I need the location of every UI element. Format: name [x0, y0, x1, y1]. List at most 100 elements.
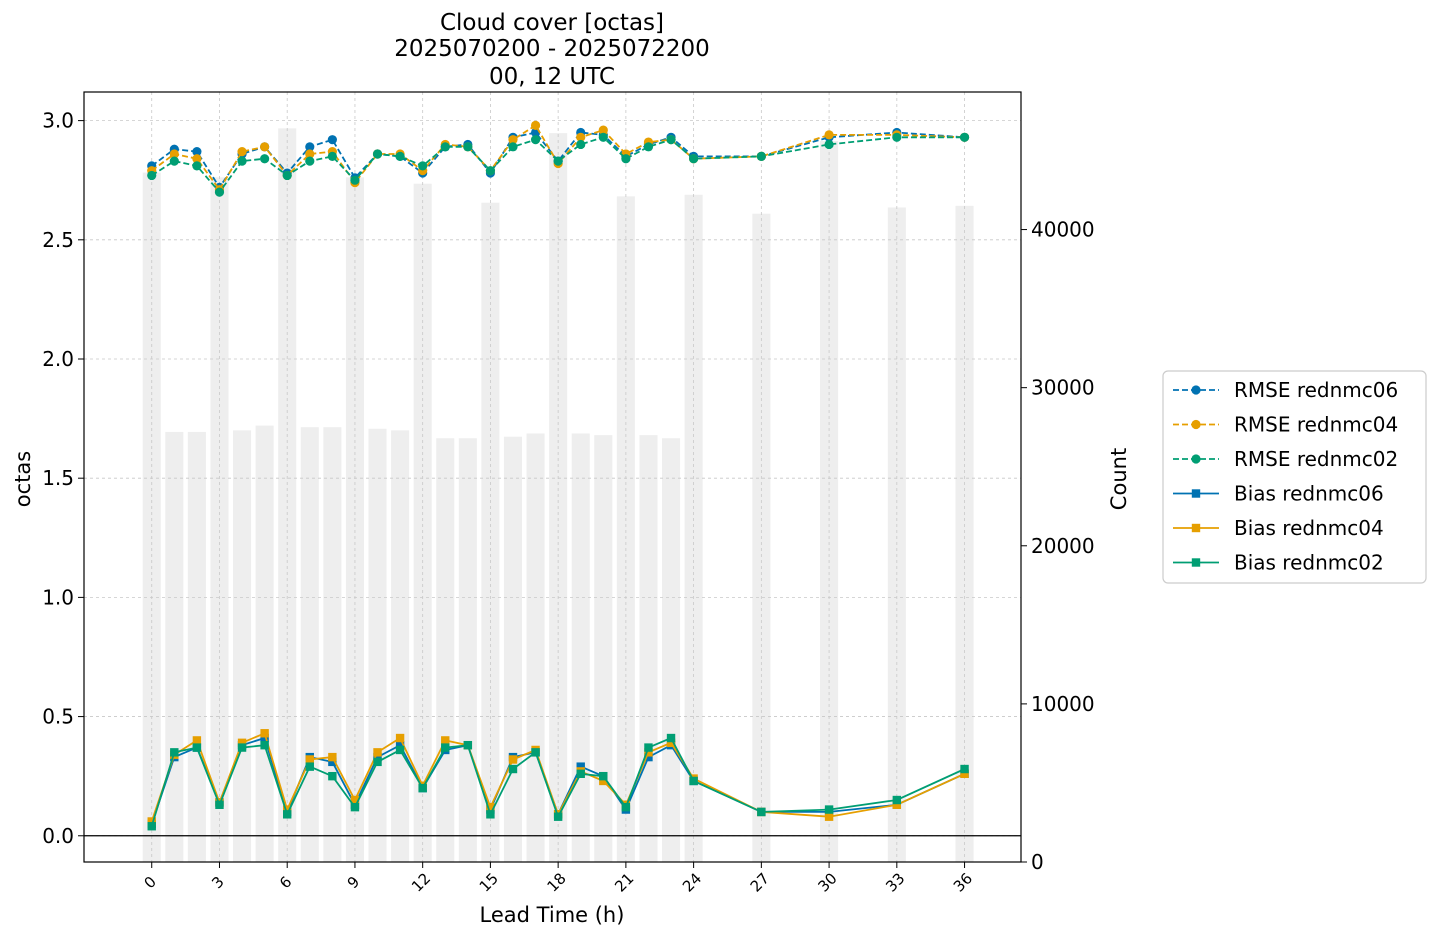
count-bar: [594, 435, 613, 862]
count-bar: [526, 433, 545, 862]
x-tick-label: 30: [814, 869, 840, 895]
data-point: [328, 757, 337, 767]
count-bar: [187, 431, 206, 862]
count-bar: [300, 427, 319, 862]
data-point: [327, 135, 337, 145]
count-bar: [639, 435, 658, 862]
legend-marker: [1191, 489, 1201, 498]
x-tick-label: 12: [408, 869, 434, 895]
data-point: [441, 743, 450, 752]
count-bar: [323, 427, 342, 862]
data-point: [192, 154, 202, 164]
data-point: [824, 805, 834, 814]
data-point: [350, 802, 360, 812]
data-point: [350, 175, 360, 185]
data-point: [260, 142, 270, 152]
data-series: [147, 120, 970, 831]
x-tick-label: 15: [476, 869, 502, 895]
x-tick-label: 27: [747, 869, 773, 895]
legend-marker: [1191, 523, 1201, 533]
count-bar: [955, 205, 974, 862]
series-bias-rednmc02: [147, 733, 969, 831]
count-bar: [391, 430, 410, 862]
x-tick-label: 36: [950, 869, 976, 895]
data-point: [305, 149, 315, 159]
series-rmse-rednmc02: [147, 132, 970, 197]
data-point: [508, 764, 518, 774]
data-point: [959, 132, 970, 142]
y2-tick-label: 30000: [1031, 376, 1095, 400]
legend-marker: [1191, 454, 1201, 464]
data-point: [486, 802, 495, 812]
data-point: [328, 771, 337, 781]
data-point: [598, 125, 608, 135]
data-point: [824, 812, 834, 821]
data-point: [395, 733, 405, 743]
x-tick-label: 3: [208, 873, 227, 892]
data-point: [598, 132, 608, 142]
count-bar: [503, 436, 523, 862]
data-point: [643, 142, 654, 152]
data-point: [237, 146, 247, 157]
chart-title-line-2: 2025070200 - 2025072200: [394, 36, 710, 62]
data-point: [531, 748, 540, 757]
data-point: [192, 743, 202, 752]
x-tick-label: 9: [344, 873, 363, 892]
data-point: [328, 752, 337, 762]
data-point: [599, 776, 608, 786]
data-point: [418, 783, 427, 793]
data-point: [373, 752, 382, 762]
x-tick-label: 21: [611, 869, 637, 895]
legend-entry: Bias rednmc04: [1173, 516, 1384, 540]
data-point: [892, 795, 902, 805]
y-tick-label: 2.5: [42, 228, 74, 252]
data-point: [327, 151, 337, 161]
data-point: [215, 800, 224, 809]
data-point: [395, 745, 405, 755]
legend-marker: [1191, 385, 1201, 395]
data-point: [170, 748, 179, 757]
legend-frame: [1162, 370, 1427, 584]
chart-title-line-1: Cloud cover [octas]: [440, 10, 664, 36]
grid-lines: [84, 92, 1021, 862]
data-point: [305, 142, 315, 152]
data-point: [260, 740, 269, 750]
data-point: [463, 142, 473, 152]
y2-tick-label: 10000: [1031, 692, 1095, 716]
data-point: [689, 154, 699, 164]
legend-marker: [1191, 558, 1201, 567]
legend-entry: Bias rednmc06: [1173, 482, 1384, 506]
y-tick-label: 1.0: [42, 585, 74, 609]
data-point: [621, 154, 631, 164]
y-axis-label: octas: [11, 451, 35, 507]
legend-label: RMSE rednmc02: [1234, 447, 1398, 471]
count-bar: [233, 430, 252, 862]
data-point: [441, 736, 450, 745]
data-point: [283, 810, 292, 819]
data-point: [372, 149, 383, 159]
data-point: [305, 755, 314, 764]
data-point: [440, 142, 450, 152]
data-point: [666, 738, 676, 748]
data-point: [169, 149, 179, 159]
x-tick-label: 24: [679, 869, 705, 895]
y2-axis-ticks: 0 10000 20000 30000 40000: [1021, 218, 1095, 874]
data-point: [192, 736, 202, 745]
y-tick-label: 2.0: [42, 347, 74, 371]
data-point: [192, 161, 202, 171]
data-point: [644, 743, 653, 752]
x-axis-label: Lead Time (h): [480, 903, 625, 927]
chart-title-line-3: 00, 12 UTC: [489, 64, 615, 90]
data-point: [192, 146, 202, 157]
data-point: [214, 187, 225, 197]
x-axis-ticks: 0 3 6 9 12 15 18 21 24 27 30 33 36: [140, 862, 976, 896]
data-point: [486, 810, 495, 819]
data-point: [260, 733, 269, 743]
data-point: [508, 142, 518, 152]
data-point: [576, 132, 586, 142]
data-point: [282, 170, 292, 181]
count-bar: [458, 438, 477, 862]
count-bar: [616, 196, 635, 863]
legend-label: Bias rednmc02: [1234, 551, 1384, 575]
y2-tick-label: 0: [1031, 850, 1044, 874]
